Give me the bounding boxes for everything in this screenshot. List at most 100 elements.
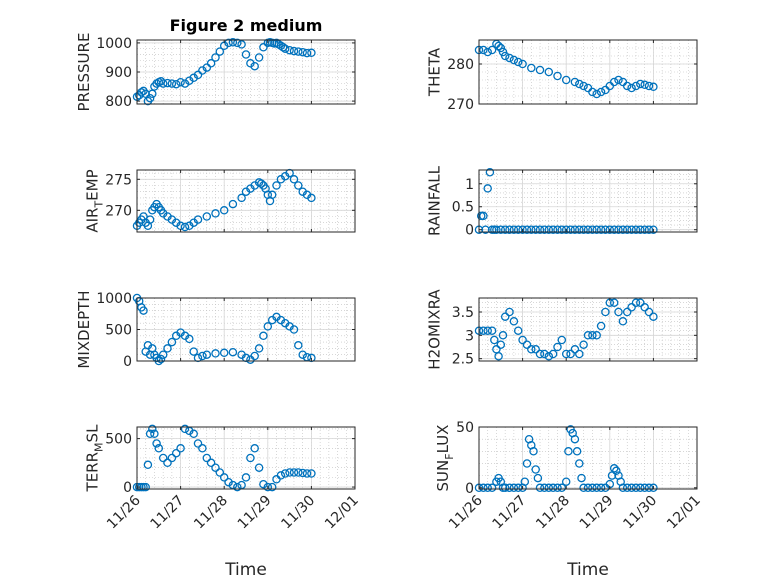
data-point: [553, 483, 562, 493]
y-tick-label: 1000: [96, 291, 132, 307]
data-point: [570, 434, 580, 444]
data-point: [561, 75, 571, 85]
data-point: [180, 424, 190, 434]
data-point: [479, 45, 488, 55]
data-point: [520, 477, 530, 486]
ylabel-part: AIR: [84, 208, 102, 233]
data-point: [280, 44, 290, 53]
data-point: [535, 225, 545, 234]
ylabel-part: F: [443, 453, 456, 459]
data-point: [644, 307, 654, 317]
data-point: [592, 331, 601, 340]
data-point: [215, 468, 225, 477]
data-point: [513, 326, 523, 335]
data-point: [180, 79, 190, 88]
data-point: [644, 483, 654, 493]
data-point: [596, 321, 606, 331]
ylabel: H2OMIXRA: [426, 289, 444, 370]
data-point: [294, 47, 303, 56]
ylabel-part: EMP: [84, 169, 102, 200]
data-point: [557, 225, 567, 234]
data-point: [219, 206, 229, 215]
data-point: [289, 325, 299, 334]
data-point: [640, 225, 649, 234]
data-point: [294, 341, 303, 350]
subplot-title: Figure 2 medium: [170, 16, 323, 35]
data-point: [636, 79, 645, 89]
data-point: [167, 337, 177, 347]
data-point: [237, 193, 246, 203]
y-tick-label: 275: [105, 172, 132, 188]
data-point: [285, 468, 294, 477]
data-point: [553, 71, 562, 81]
data-point: [649, 225, 658, 234]
ylabel: AIRTEMP: [84, 169, 106, 232]
data-point: [583, 225, 593, 234]
data-point: [496, 225, 506, 234]
data-point: [631, 298, 641, 307]
data-point: [566, 349, 575, 359]
data-point: [644, 225, 654, 234]
data-point: [285, 45, 294, 55]
data-point: [618, 225, 628, 234]
data-point: [163, 458, 172, 468]
data-point: [263, 322, 273, 331]
data-point: [561, 349, 571, 359]
data-point: [189, 347, 198, 356]
data-point: [636, 483, 645, 493]
data-point: [307, 48, 316, 58]
data-point: [636, 225, 645, 234]
data-point: [483, 483, 492, 493]
data-point: [509, 483, 519, 493]
data-point: [294, 181, 303, 190]
data-point: [544, 67, 554, 77]
x-axis-label: Time: [566, 560, 609, 580]
data-point: [479, 211, 488, 221]
data-point: [607, 471, 617, 480]
data-point: [644, 81, 654, 91]
data-point: [492, 225, 501, 234]
data-point: [505, 53, 514, 63]
data-point: [233, 38, 242, 48]
data-point: [631, 81, 641, 91]
data-point: [575, 459, 584, 468]
data-point: [254, 463, 264, 472]
data-point: [531, 465, 540, 474]
data-point: [156, 354, 166, 364]
data-point: [289, 468, 299, 477]
data-point: [529, 447, 538, 456]
data-point: [148, 89, 157, 99]
data-point: [294, 468, 303, 477]
data-point: [627, 303, 636, 312]
data-point: [612, 466, 621, 476]
data-point: [241, 473, 251, 482]
data-point: [522, 459, 532, 468]
data-point: [544, 225, 554, 234]
data-point: [198, 444, 207, 453]
data-point: [498, 331, 508, 340]
data-point: [557, 483, 567, 493]
y-tick-label: 0: [465, 481, 474, 497]
data-point: [150, 429, 159, 439]
data-point: [522, 225, 532, 234]
data-point: [158, 79, 168, 88]
data-point: [609, 225, 619, 234]
axes-box: [478, 39, 698, 105]
data-point: [202, 350, 212, 359]
data-point: [307, 193, 316, 203]
data-point: [579, 81, 588, 91]
y-tick-label: 50: [456, 420, 474, 436]
data-point: [627, 225, 636, 234]
data-point: [490, 335, 499, 345]
ylabel-part: T: [93, 201, 106, 209]
data-point: [487, 326, 497, 335]
data-point: [588, 331, 597, 340]
data-point: [577, 473, 586, 483]
y-tick-label: 0.5: [452, 200, 474, 216]
data-point: [246, 453, 255, 463]
data-point: [163, 78, 172, 88]
data-point: [627, 483, 636, 493]
data-point: [193, 70, 203, 80]
